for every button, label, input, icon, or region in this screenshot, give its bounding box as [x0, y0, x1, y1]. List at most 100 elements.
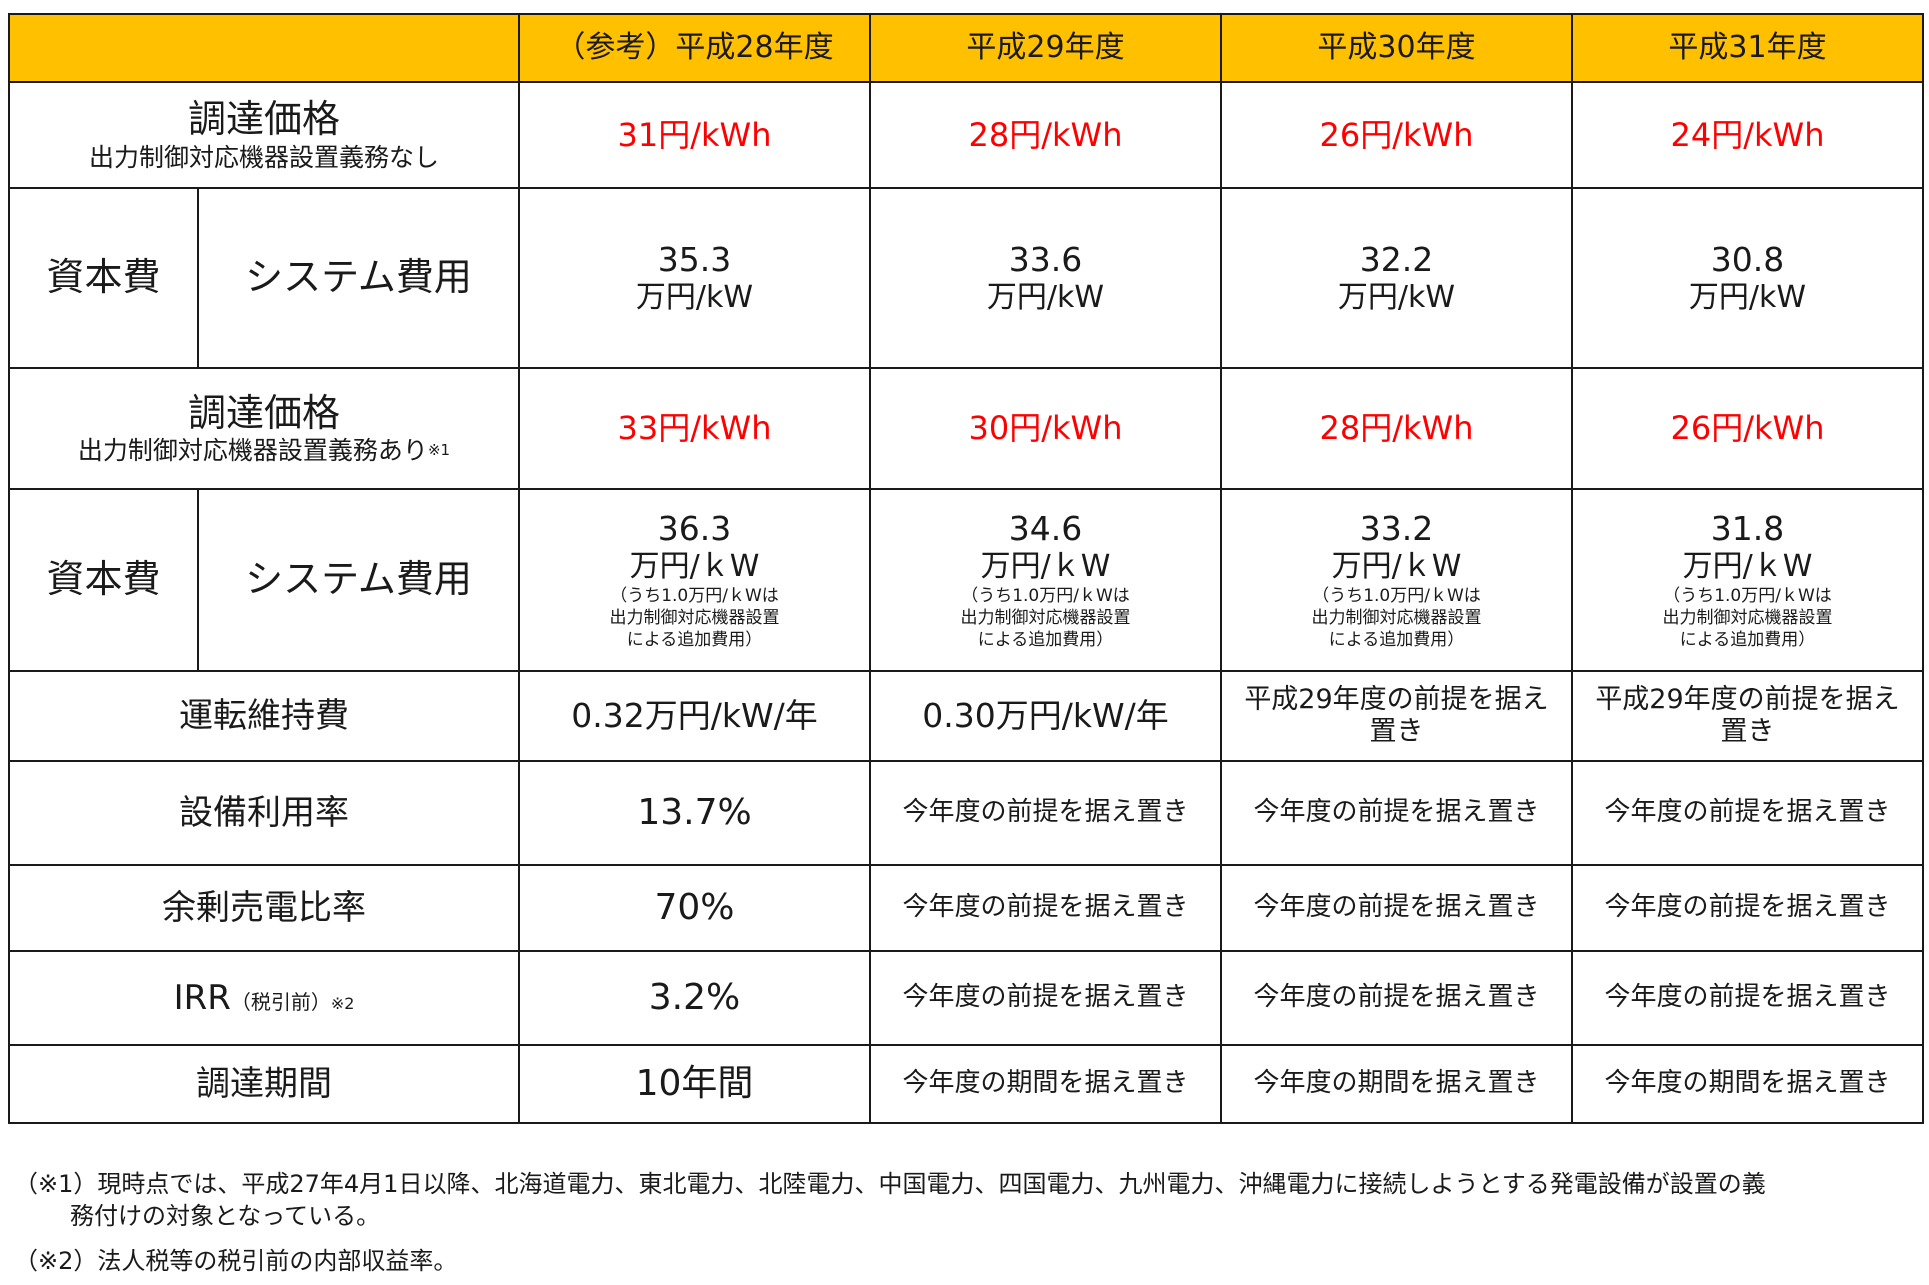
note-line: 出力制御対応機器設置	[1311, 607, 1482, 628]
irr-row: IRR（税引前）※2 3.2% 今年度の前提を据え置き 今年度の前提を据え置き …	[8, 950, 1924, 1046]
price-fy30: 28円/kWh	[1220, 367, 1573, 490]
period-row: 調達期間 10年間 今年度の期間を据え置き 今年度の期間を据え置き 今年度の期間…	[8, 1044, 1924, 1124]
value: 33.2	[1359, 509, 1434, 549]
note-line: （うち1.0万円/ｋWは	[1312, 585, 1481, 606]
util-fy29: 今年度の前提を据え置き	[869, 760, 1222, 866]
label-capital-cost: 資本費	[8, 187, 199, 369]
header-fy28: （参考）平成28年度	[518, 13, 871, 83]
price-fy31: 24円/kWh	[1571, 81, 1924, 189]
note-line: （うち1.0万円/ｋWは	[1663, 585, 1832, 606]
value: 34.6	[1008, 509, 1083, 549]
label-irr-cell: IRR（税引前）※2	[8, 950, 520, 1046]
note-line: による追加費用）	[1328, 629, 1465, 650]
unit: 万円/kW	[1337, 279, 1456, 315]
footnote-2: （※2）法人税等の税引前の内部収益率。	[14, 1247, 458, 1275]
footnote-1: （※1）現時点では、平成27年4月1日以降、北海道電力、東北電力、北陸電力、中国…	[14, 1168, 1914, 1233]
price-fy28: 31円/kWh	[518, 81, 871, 189]
surplus-fy28: 70%	[518, 864, 871, 952]
util-fy31: 今年度の前提を据え置き	[1571, 760, 1924, 866]
value: 31.8	[1710, 509, 1785, 549]
footnote-1-line2: 務付けの対象となっている。	[70, 1202, 381, 1231]
irr-fy31: 今年度の前提を据え置き	[1571, 950, 1924, 1046]
opex-fy28: 0.32万円/kW/年	[518, 670, 871, 762]
note-line: 出力制御対応機器設置	[1662, 607, 1833, 628]
util-fy30: 今年度の前提を据え置き	[1220, 760, 1573, 866]
price-fy30: 26円/kWh	[1220, 81, 1573, 189]
capex-with-obligation-row: 資本費 システム費用 36.3 万円/ｋW （うち1.0万円/ｋWは 出力制御対応機器…	[8, 488, 1924, 672]
label-opex: 運転維持費	[8, 670, 520, 762]
capex-fy29: 34.6 万円/ｋW （うち1.0万円/ｋWは 出力制御対応機器設置 による追加費用）	[869, 488, 1222, 672]
label-surplus-ratio: 余剰売電比率	[8, 864, 520, 952]
capex-fy31: 31.8 万円/ｋW （うち1.0万円/ｋWは 出力制御対応機器設置 による追加費用）	[1571, 488, 1924, 672]
sub-text: 出力制御対応機器設置義務あり	[77, 436, 428, 466]
irr-fy28: 3.2%	[518, 950, 871, 1046]
header-row: （参考）平成28年度 平成29年度 平成30年度 平成31年度	[8, 13, 1924, 83]
price-fy29: 30円/kWh	[869, 367, 1222, 490]
footnote-1-line1: （※1）現時点では、平成27年4月1日以降、北海道電力、東北電力、北陸電力、中国…	[14, 1170, 1766, 1198]
value: 32.2	[1359, 240, 1434, 280]
capex-fy28: 35.3 万円/kW	[518, 187, 871, 369]
tariff-table: （参考）平成28年度 平成29年度 平成30年度 平成31年度 調達価格 出力制…	[8, 13, 1924, 1124]
note-line: 出力制御対応機器設置	[960, 607, 1131, 628]
util-fy28: 13.7%	[518, 760, 871, 866]
period-fy30: 今年度の期間を据え置き	[1220, 1044, 1573, 1124]
note-line: （うち1.0万円/ｋWは	[610, 585, 779, 606]
note-line: （うち1.0万円/ｋWは	[961, 585, 1130, 606]
capex-fy30: 33.2 万円/ｋW （うち1.0万円/ｋWは 出力制御対応機器設置 による追加費用）	[1220, 488, 1573, 672]
label-system-cost: システム費用	[197, 187, 520, 369]
unit: 万円/ｋW	[980, 548, 1111, 584]
unit: 万円/ｋW	[629, 548, 760, 584]
unit: 万円/ｋW	[1331, 548, 1462, 584]
label-price: 調達価格	[187, 97, 340, 142]
footnote-mark: ※2	[330, 993, 355, 1013]
label-price: 調達価格	[187, 390, 340, 435]
capex-fy30: 32.2 万円/kW	[1220, 187, 1573, 369]
capex-fy29: 33.6 万円/kW	[869, 187, 1222, 369]
unit: 万円/kW	[986, 279, 1105, 315]
label-price-sub: 出力制御対応機器設置義務あり※1	[10, 436, 518, 466]
opex-row: 運転維持費 0.32万円/kW/年 0.30万円/kW/年 平成29年度の前提を…	[8, 670, 1924, 762]
row-label: 調達価格 出力制御対応機器設置義務あり※1	[8, 367, 520, 490]
unit: 万円/ｋW	[1682, 548, 1813, 584]
unit: 万円/kW	[1688, 279, 1807, 315]
price-fy29: 28円/kWh	[869, 81, 1222, 189]
utilization-row: 設備利用率 13.7% 今年度の前提を据え置き 今年度の前提を据え置き 今年度の…	[8, 760, 1924, 866]
surplus-fy30: 今年度の前提を据え置き	[1220, 864, 1573, 952]
label-irr-sub: （税引前）	[230, 989, 331, 1014]
value: 33.6	[1008, 240, 1083, 280]
header-blank-cell	[8, 13, 520, 83]
period-fy31: 今年度の期間を据え置き	[1571, 1044, 1924, 1124]
label-irr: IRR	[173, 977, 231, 1018]
capex-no-obligation-row: 資本費 システム費用 35.3 万円/kW 33.6 万円/kW 32.2 万円/kW…	[8, 187, 1924, 369]
irr-fy29: 今年度の前提を据え置き	[869, 950, 1222, 1046]
value: 36.3	[657, 509, 732, 549]
price-no-obligation-row: 調達価格 出力制御対応機器設置義務なし 31円/kWh 28円/kWh 26円/…	[8, 81, 1924, 189]
irr-fy30: 今年度の前提を据え置き	[1220, 950, 1573, 1046]
label-capital-cost: 資本費	[8, 488, 199, 672]
header-fy29: 平成29年度	[869, 13, 1222, 83]
capex-fy28: 36.3 万円/ｋW （うち1.0万円/ｋWは 出力制御対応機器設置 による追加費用）	[518, 488, 871, 672]
opex-fy31: 平成29年度の前提を据え置き	[1571, 670, 1924, 762]
label-utilization: 設備利用率	[8, 760, 520, 866]
price-fy31: 26円/kWh	[1571, 367, 1924, 490]
note-line: による追加費用）	[977, 629, 1114, 650]
note-line: による追加費用）	[1679, 629, 1816, 650]
label-period: 調達期間	[8, 1044, 520, 1124]
header-fy31: 平成31年度	[1571, 13, 1924, 83]
row-label: 調達価格 出力制御対応機器設置義務なし	[8, 81, 520, 189]
capex-fy31: 30.8 万円/kW	[1571, 187, 1924, 369]
header-fy30: 平成30年度	[1220, 13, 1573, 83]
note-line: による追加費用）	[626, 629, 763, 650]
surplus-fy31: 今年度の前提を据え置き	[1571, 864, 1924, 952]
label-system-cost: システム費用	[197, 488, 520, 672]
opex-fy29: 0.30万円/kW/年	[869, 670, 1222, 762]
period-fy28: 10年間	[518, 1044, 871, 1124]
note-line: 出力制御対応機器設置	[609, 607, 780, 628]
price-with-obligation-row: 調達価格 出力制御対応機器設置義務あり※1 33円/kWh 30円/kWh 28…	[8, 367, 1924, 490]
surplus-fy29: 今年度の前提を据え置き	[869, 864, 1222, 952]
price-fy28: 33円/kWh	[518, 367, 871, 490]
surplus-ratio-row: 余剰売電比率 70% 今年度の前提を据え置き 今年度の前提を据え置き 今年度の前…	[8, 864, 1924, 952]
value: 35.3	[657, 240, 732, 280]
footnote-mark: ※1	[427, 441, 451, 460]
unit: 万円/kW	[635, 279, 754, 315]
